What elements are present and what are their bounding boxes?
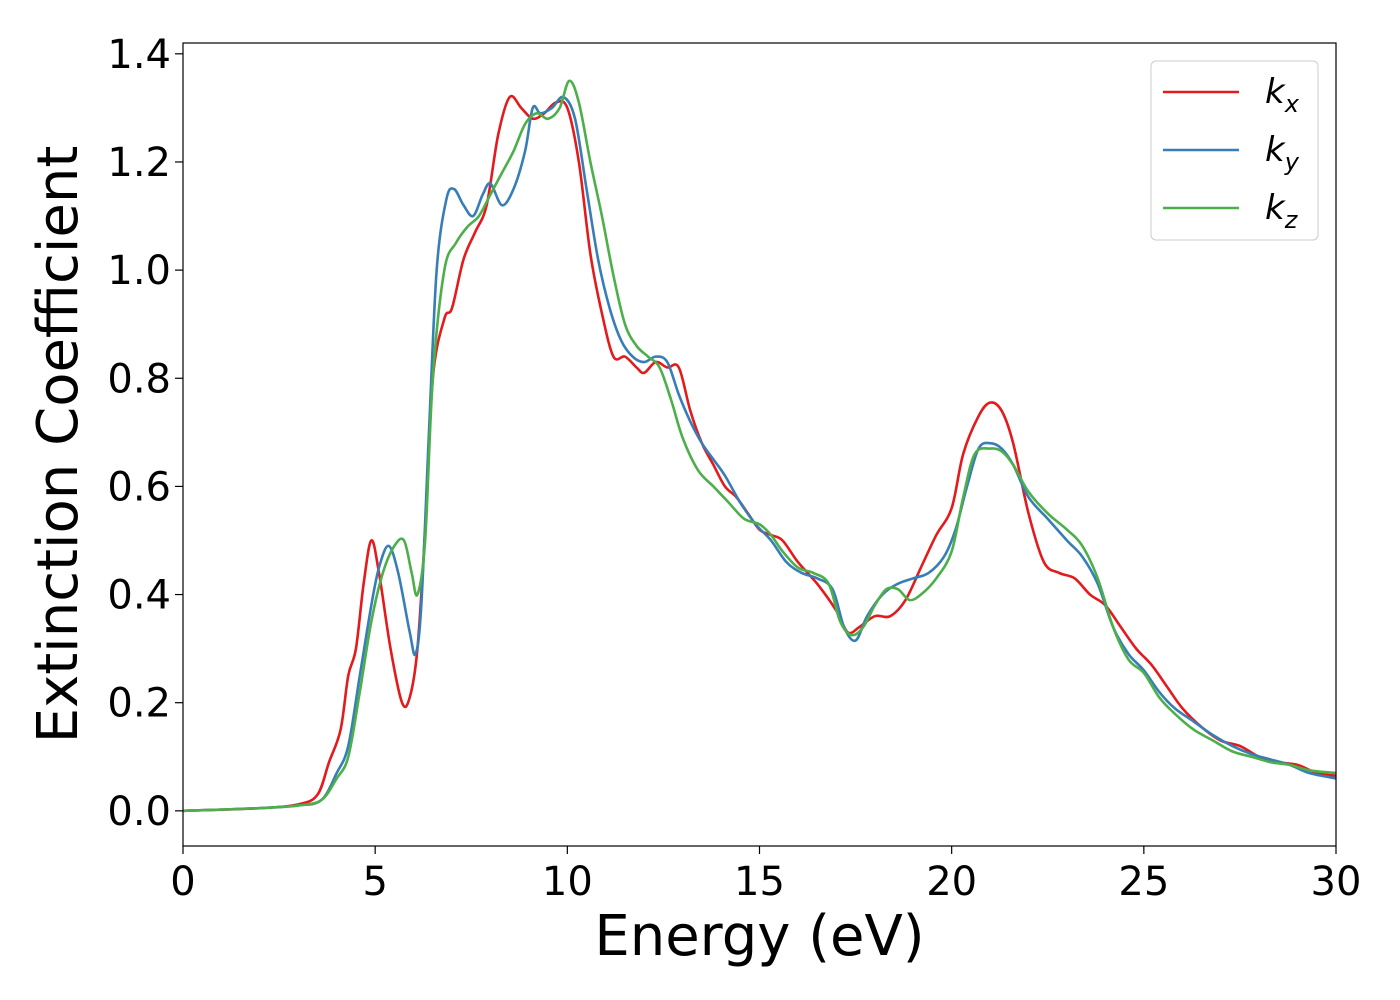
x-axis-label: Energy (eV): [594, 904, 924, 969]
legend-label-x: kx: [1265, 72, 1300, 118]
x-axis-ticks: 0 5 10 15 20 25 30: [170, 846, 1361, 905]
y-tick-label: 1.4: [107, 32, 171, 78]
legend-label-subscript: z: [1284, 206, 1299, 234]
y-tick-label: 0.0: [107, 789, 171, 835]
legend-label-subscript: y: [1284, 148, 1300, 176]
x-tick-label: 20: [926, 859, 977, 905]
y-tick-label: 0.6: [107, 464, 171, 510]
legend-label-main: k: [1265, 130, 1286, 170]
legend-label-z: kz: [1265, 188, 1299, 234]
series-lines: [183, 79, 1336, 813]
legend-label-main: k: [1265, 72, 1286, 112]
x-tick-label: 25: [1118, 859, 1169, 905]
y-tick-label: 0.4: [107, 573, 171, 619]
y-axis-label: Extinction Coefficient: [26, 146, 91, 744]
x-tick-label: 0: [170, 859, 195, 905]
legend-label-subscript: x: [1284, 90, 1300, 118]
y-tick-label: 1.2: [107, 140, 171, 186]
y-tick-label: 0.8: [107, 356, 171, 402]
y-tick-label: 0.2: [107, 681, 171, 727]
x-tick-label: 5: [362, 859, 387, 905]
y-tick-label: 1.0: [107, 248, 171, 294]
y-axis-ticks: 0.0 0.2 0.4 0.6 0.8 1.0 1.2 1.4: [107, 32, 183, 835]
x-tick-label: 30: [1311, 859, 1362, 905]
legend-label-y: ky: [1265, 130, 1300, 176]
series-line-z: [183, 79, 1336, 813]
x-tick-label: 15: [734, 859, 785, 905]
legend-label-main: k: [1265, 188, 1286, 228]
x-tick-label: 10: [542, 859, 593, 905]
